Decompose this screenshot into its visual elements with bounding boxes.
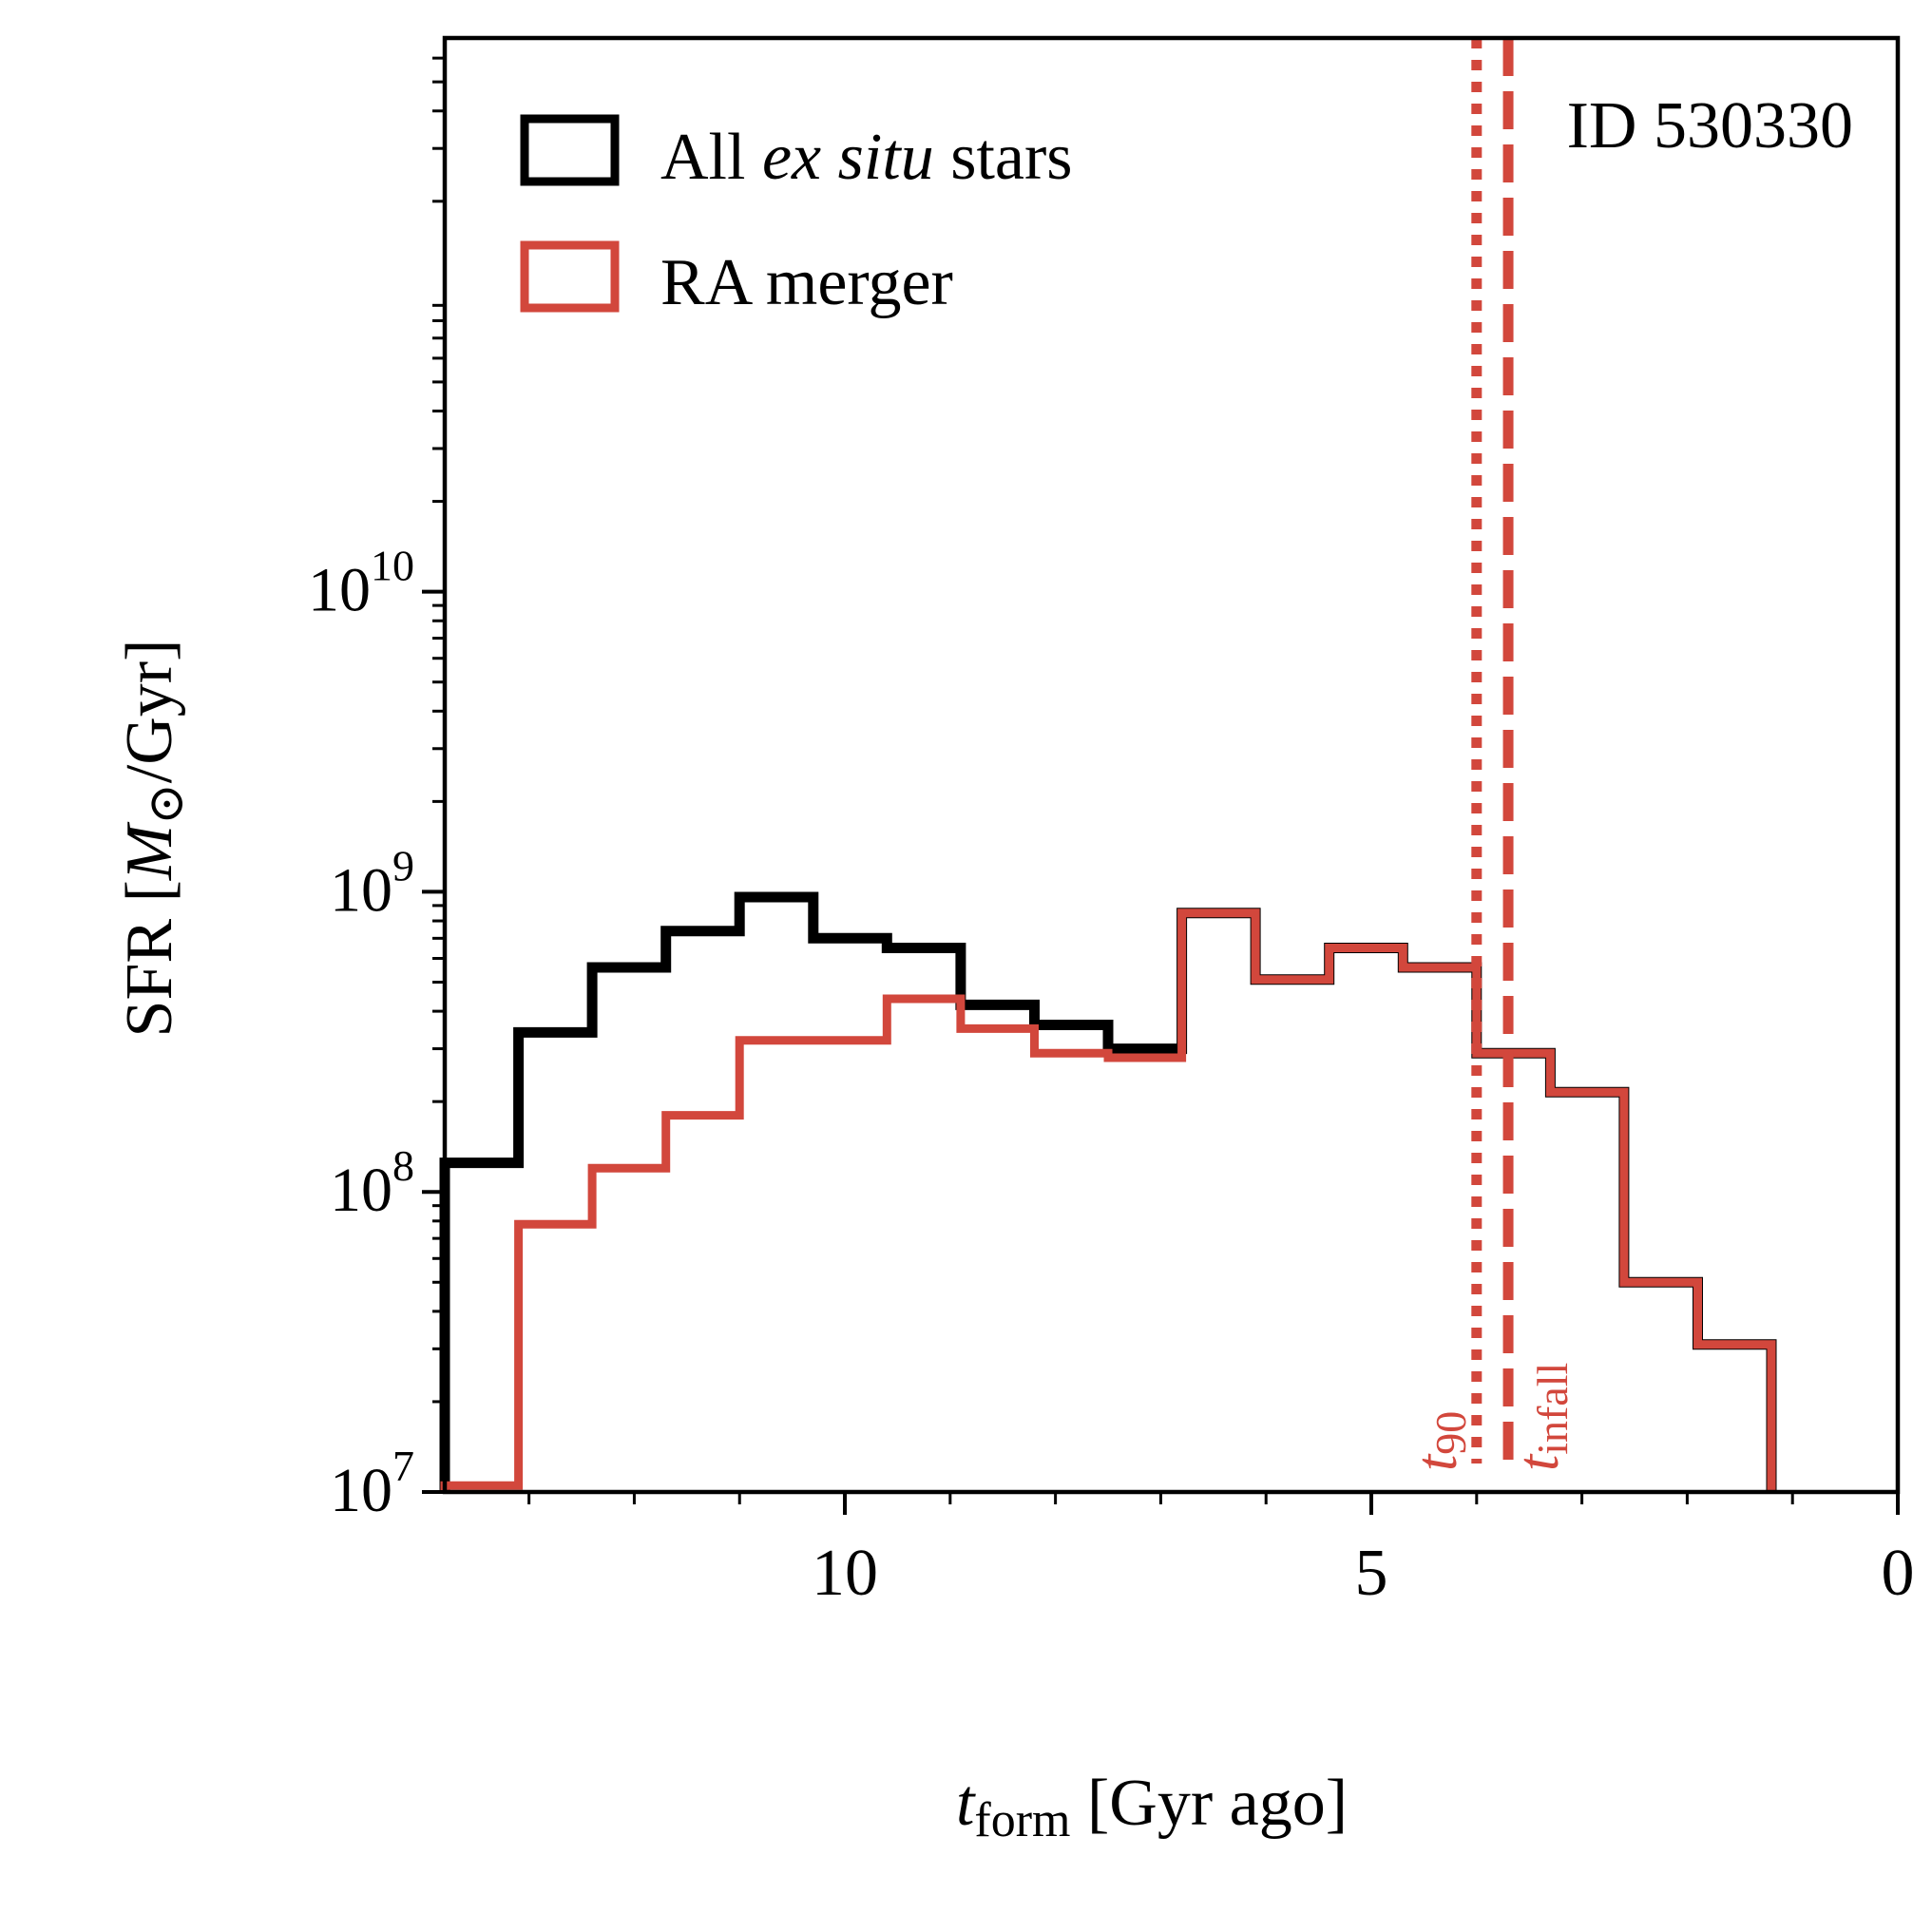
legend-swatch-all-ex-situ	[520, 114, 620, 186]
series-ra-merger	[440, 909, 1776, 1492]
y-tick-label-1e9: 109	[330, 841, 414, 925]
ticks-layer: 10 5 0 107 108 109 1010	[308, 56, 1915, 1610]
y-tick-label-1e8: 108	[330, 1141, 414, 1225]
plot-frame	[442, 35, 1901, 1495]
x-tick-label-10: 10	[812, 1537, 878, 1610]
x-tick-label-0: 0	[1882, 1537, 1915, 1610]
galaxy-id-annotation: ID 530330	[1567, 89, 1853, 163]
legend-swatch-ra-merger	[520, 240, 620, 313]
vline-layer: t90 tinfall	[1405, 38, 1577, 1471]
vline-label-90: t90	[1405, 1411, 1475, 1471]
series-layer	[439, 891, 1777, 1492]
legend-label-ra-merger: RA merger	[660, 246, 953, 319]
x-tick-label-5: 5	[1355, 1537, 1388, 1610]
y-tick-label-1e10: 1010	[308, 542, 414, 625]
legend-label-all-ex-situ: All ex situ stars	[660, 121, 1073, 194]
x-axis-label: tform [Gyr ago]	[956, 1767, 1348, 1847]
vline-label-infall: tinfall	[1506, 1363, 1577, 1471]
y-tick-label-1e7: 107	[330, 1442, 414, 1525]
legend: All ex situ stars RA merger	[520, 114, 1073, 319]
y-axis-label: SFR [M⊙/Gyr]	[113, 640, 194, 1038]
